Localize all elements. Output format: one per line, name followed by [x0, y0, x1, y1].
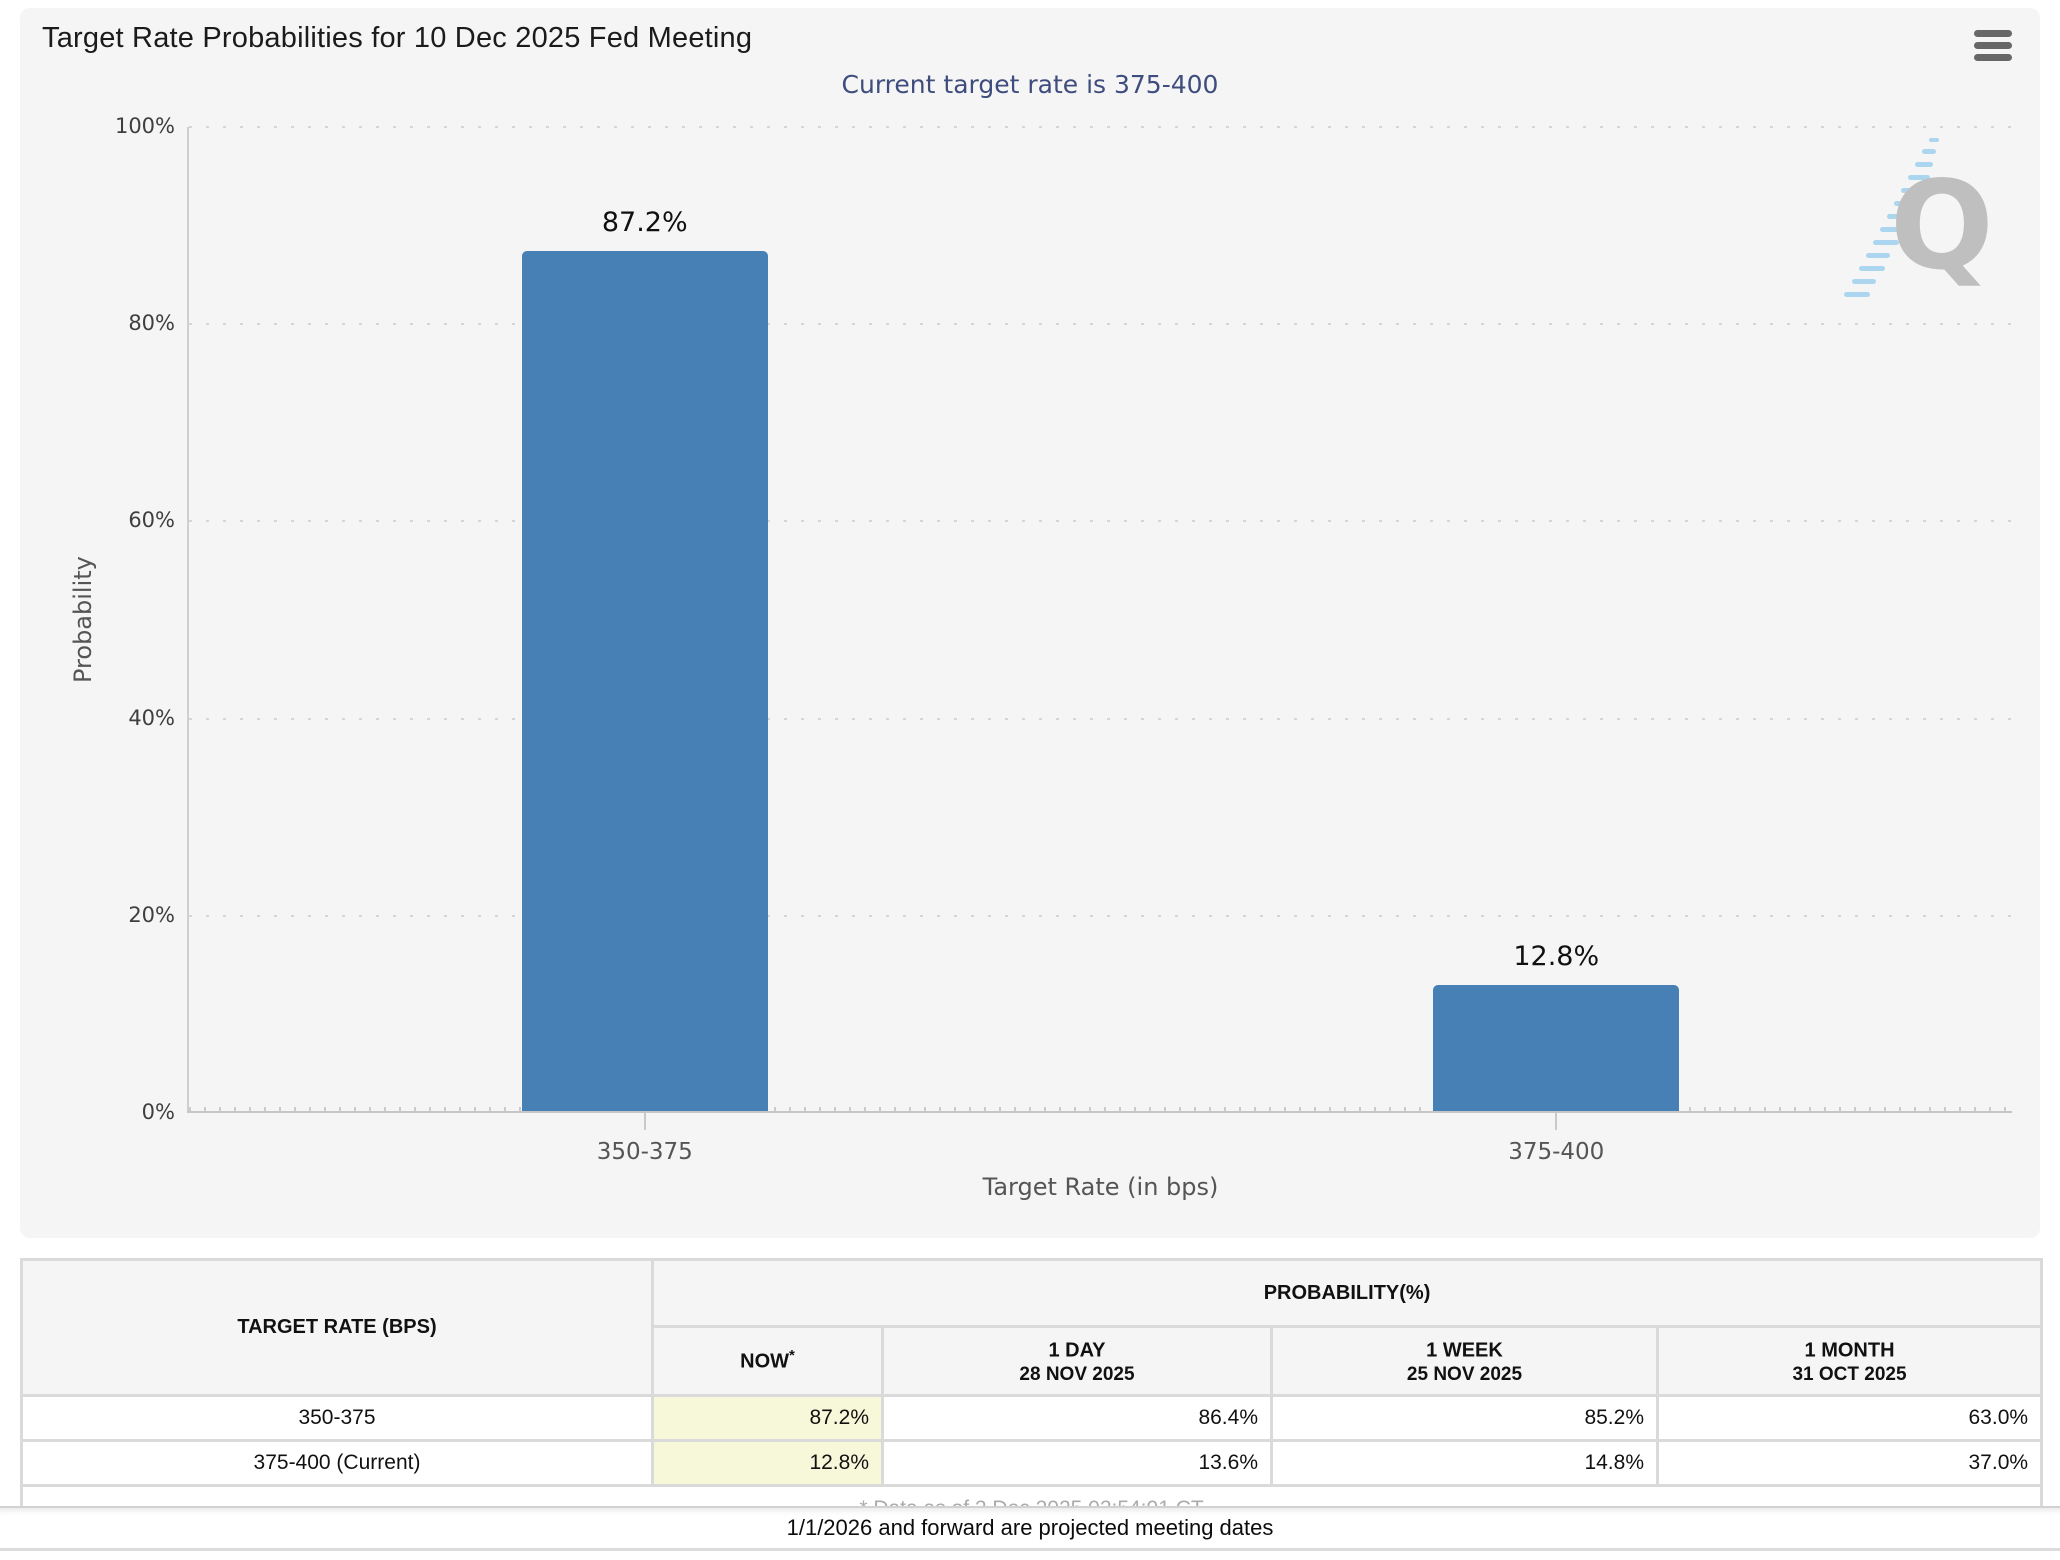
- target-rate-header: TARGET RATE (BPS): [20, 1258, 654, 1397]
- table-group-header-row: TARGET RATE (BPS) PROBABILITY(%): [20, 1258, 2044, 1397]
- 1week-probability-cell: 14.8%: [1270, 1439, 1659, 1487]
- probability-group-header: PROBABILITY(%): [650, 1258, 2044, 1328]
- probability-table: TARGET RATE (BPS) PROBABILITY(%) NOW* 1 …: [19, 1258, 2044, 1534]
- now-probability-cell: 12.8%: [651, 1439, 884, 1487]
- rate-range-cell: 375-400 (Current): [20, 1439, 654, 1487]
- gridline: [189, 914, 2012, 917]
- footnote-asterisk: *: [789, 1346, 795, 1364]
- 1month-probability-cell: 37.0%: [1655, 1439, 2044, 1487]
- y-axis-tick-label: 60%: [128, 508, 175, 533]
- column-header-1week: 1 WEEK 25 NOV 2025: [1270, 1325, 1659, 1397]
- table-row: 375-400 (Current) 12.8% 13.6% 14.8% 37.0…: [20, 1439, 2044, 1487]
- chart-bar[interactable]: [1433, 984, 1680, 1111]
- x-axis-tick: [1555, 1113, 1558, 1130]
- chart-title: Target Rate Probabilities for 10 Dec 202…: [42, 22, 753, 54]
- hamburger-menu-icon[interactable]: [1974, 30, 2012, 61]
- gridline: [189, 717, 2012, 720]
- bar-value-label: 87.2%: [601, 207, 688, 239]
- y-axis-tick-label: 0%: [141, 1100, 175, 1124]
- gridline: [189, 323, 2012, 326]
- y-axis-tick-label: 100%: [114, 114, 175, 138]
- x-axis-tick: [643, 1113, 646, 1130]
- chart-subtitle: Current target rate is 375-400: [841, 70, 1219, 99]
- now-probability-cell: 87.2%: [651, 1394, 884, 1442]
- x-axis-minor-ticks: [189, 1107, 2012, 1111]
- 1month-probability-cell: 63.0%: [1655, 1394, 2044, 1442]
- y-axis-title: Probability: [69, 556, 97, 684]
- x-axis-tick-label: 375-400: [1508, 1139, 1605, 1165]
- y-axis-tick-label: 20%: [128, 902, 175, 927]
- bar-value-label: 12.8%: [1513, 940, 1600, 972]
- svg-text:Q: Q: [1890, 155, 1992, 297]
- gridline: [189, 520, 2012, 523]
- table-column-header-row: NOW* 1 DAY 28 NOV 2025 1 WEEK 25 NOV 202…: [22, 1325, 2044, 1397]
- plot-area: Probability Target Rate (in bps) 0% 20% 40…: [69, 114, 2012, 1201]
- y-axis-tick-label: 40%: [128, 705, 175, 730]
- column-header-1month: 1 MONTH 31 OCT 2025: [1655, 1325, 2044, 1397]
- column-header-now: NOW*: [651, 1325, 884, 1397]
- projected-dates-note: 1/1/2026 and forward are projected meeti…: [0, 1506, 2060, 1551]
- gridline: [189, 126, 2012, 128]
- 1day-probability-cell: 86.4%: [881, 1394, 1273, 1442]
- y-axis-tick-label: 80%: [128, 311, 175, 336]
- rate-range-cell: 350-375: [20, 1394, 654, 1442]
- quikstrike-logo-icon: Q: [1844, 138, 1992, 297]
- 1week-probability-cell: 85.2%: [1270, 1394, 1659, 1442]
- chart-bar[interactable]: [521, 251, 768, 1111]
- table-row: 350-375 87.2% 86.4% 85.2% 63.0%: [20, 1394, 2044, 1442]
- x-axis-tick-label: 350-375: [596, 1139, 693, 1165]
- 1day-probability-cell: 13.6%: [881, 1439, 1273, 1487]
- x-axis-line: [187, 1111, 2012, 1113]
- x-axis-title: Target Rate (in bps): [982, 1173, 1219, 1201]
- chart-panel: Target Rate Probabilities for 10 Dec 202…: [20, 8, 2040, 1238]
- column-header-1day: 1 DAY 28 NOV 2025: [881, 1325, 1273, 1397]
